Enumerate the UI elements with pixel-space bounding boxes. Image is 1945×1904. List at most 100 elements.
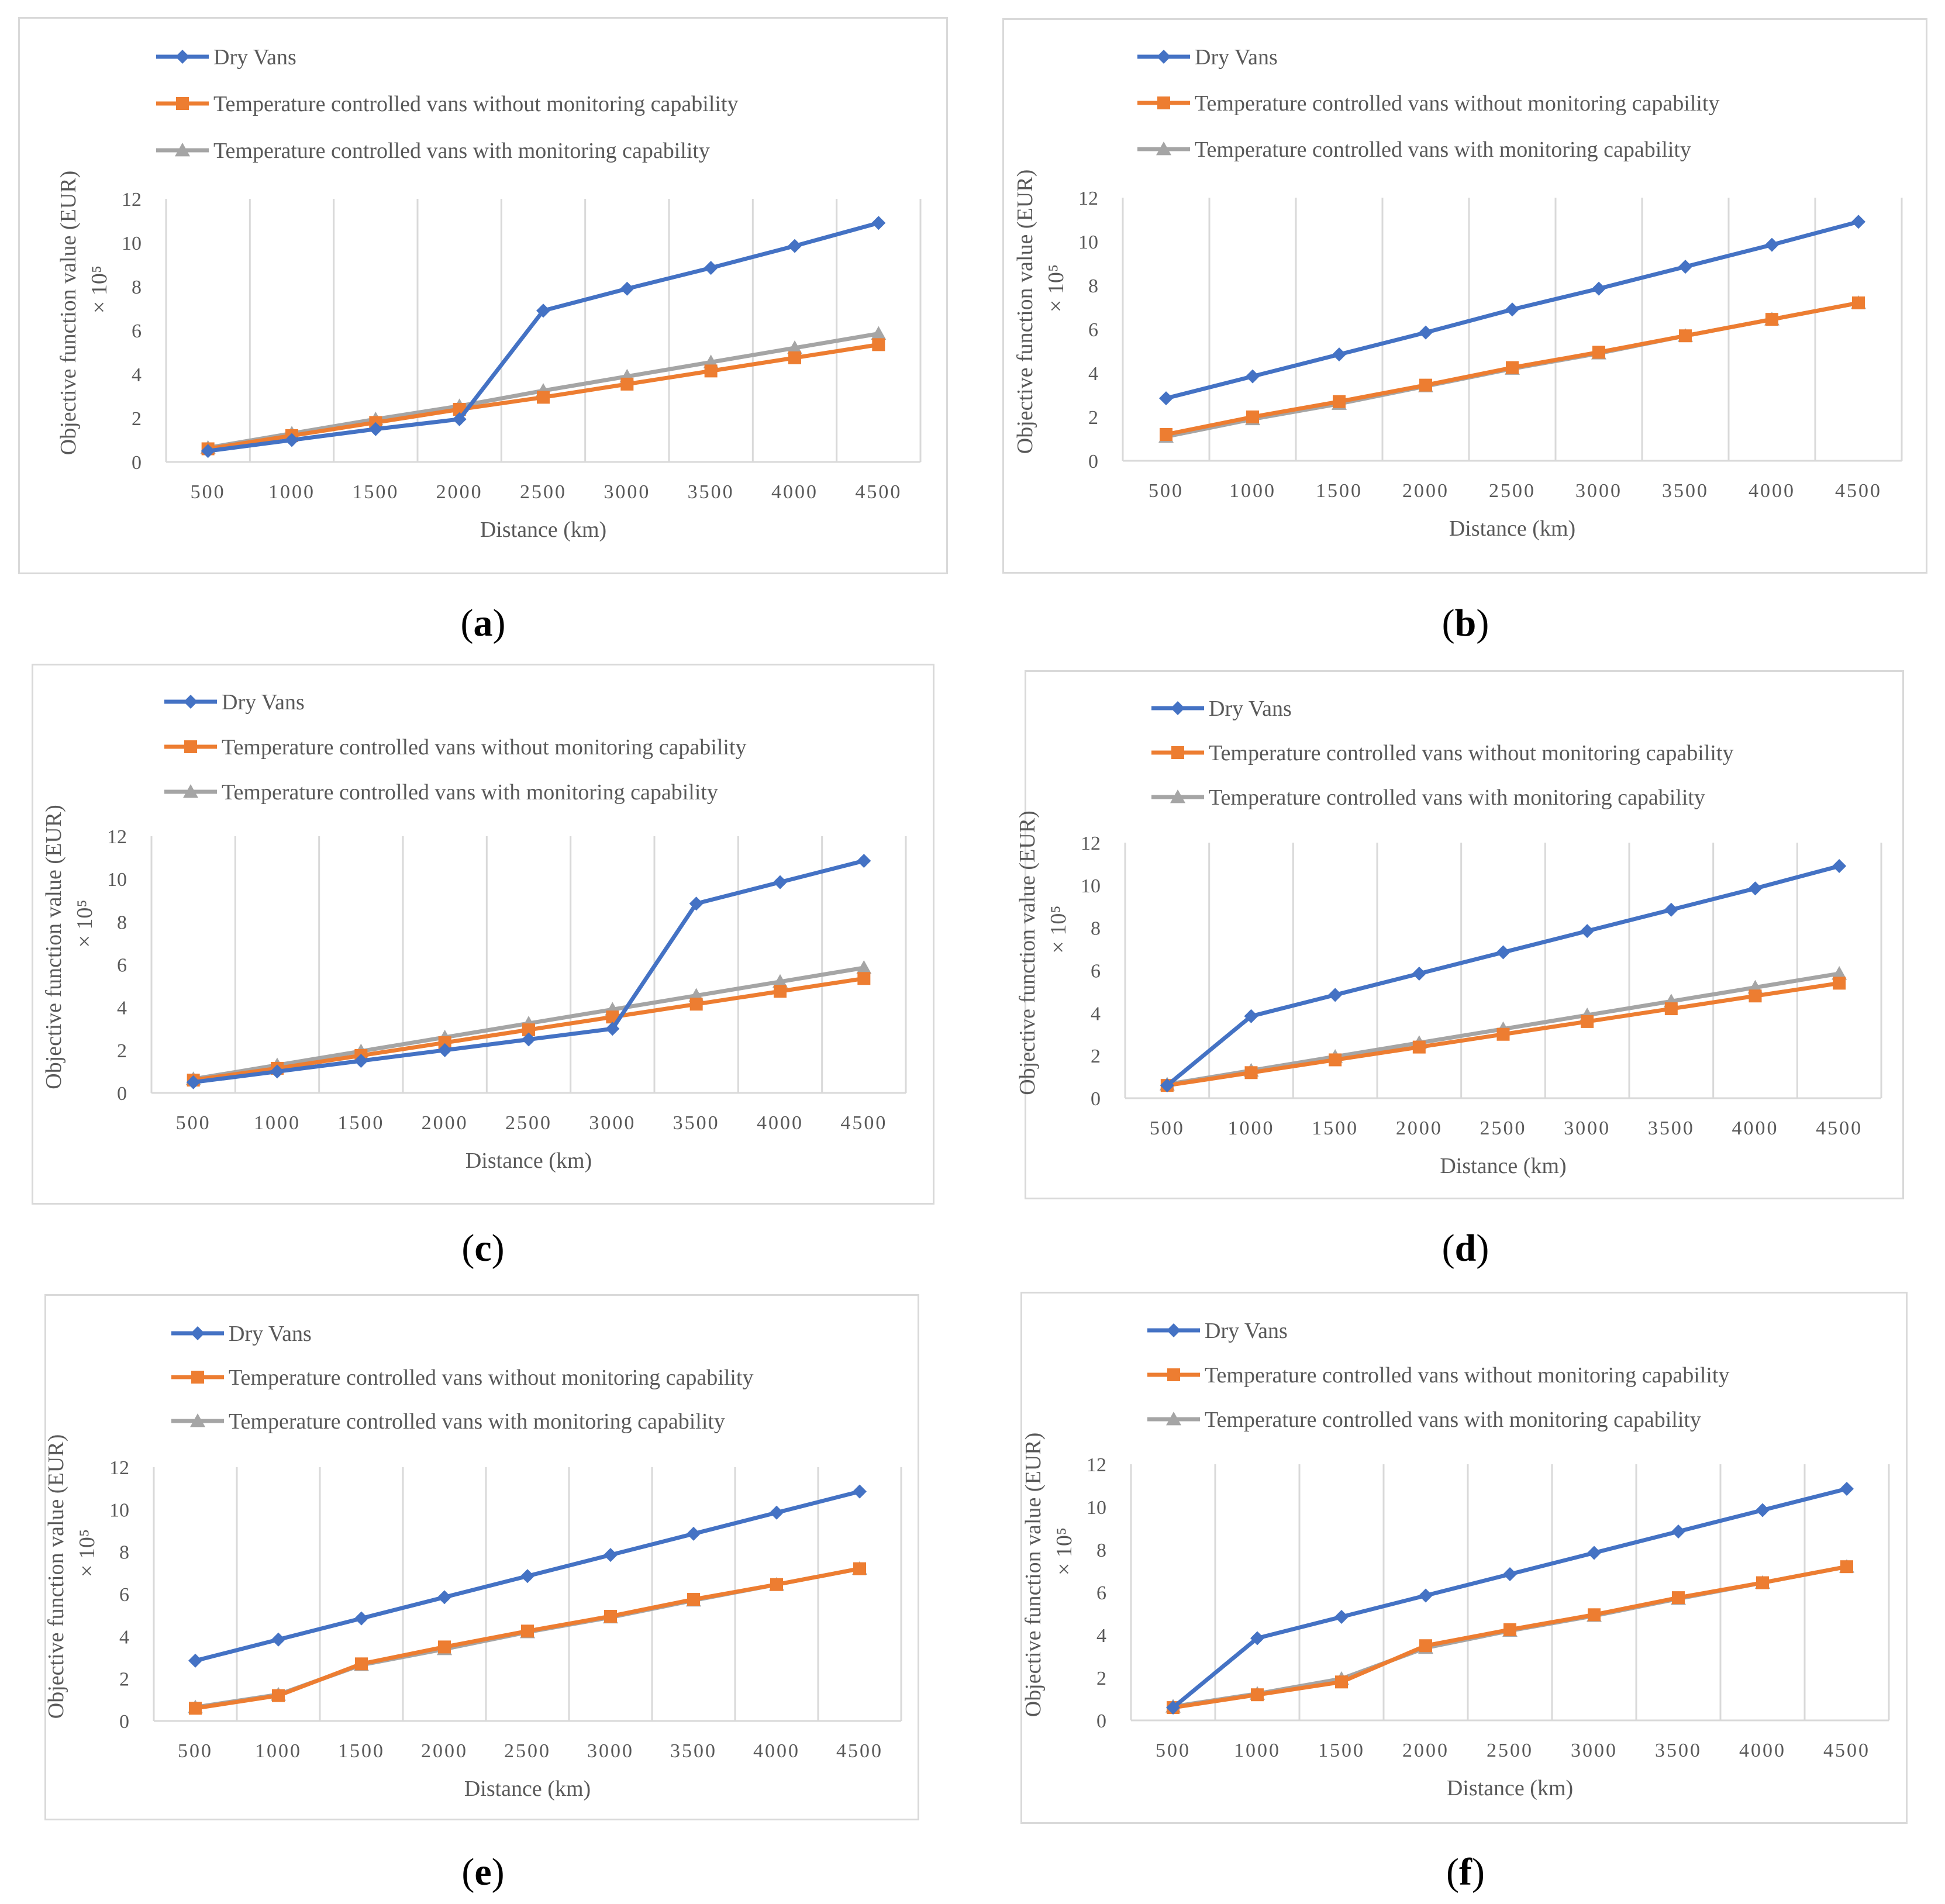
x-tick-label: 3000 — [589, 1112, 636, 1134]
series-dry-vans — [1166, 1481, 1854, 1715]
data-point-dry-vans — [871, 216, 886, 230]
series-tc-without-monitoring — [1160, 977, 1846, 1092]
data-point-tc-without-monitoring — [606, 1010, 619, 1024]
legend-label: Temperature controlled vans without moni… — [1195, 91, 1720, 116]
x-tick-labels: 500 1000 1500 2000 2500 3000 3500 4000 4500 — [178, 1740, 881, 1762]
legend-label: Dry Vans — [229, 1322, 312, 1346]
series-line-dry-vans — [193, 858, 865, 1085]
x-tick-label: 4500 — [855, 481, 902, 503]
x-tick-label: 3500 — [670, 1740, 717, 1762]
x-tick-label: 1500 — [352, 481, 399, 503]
legend-entry-tc-without-monitoring: Temperature controlled vans without moni… — [164, 735, 747, 760]
data-point-dry-vans — [1851, 215, 1865, 229]
x-tick-label: 4500 — [840, 1112, 887, 1134]
data-point-dry-vans — [354, 1054, 368, 1068]
legend-marker — [176, 97, 189, 110]
y-tick-label: 0 — [117, 1083, 127, 1105]
data-point-dry-vans — [687, 1526, 701, 1541]
x-tick-label: 1000 — [254, 1112, 301, 1134]
y-tick-labels: 0 2 4 6 8 10 12 — [1078, 188, 1098, 472]
data-point-dry-vans — [1832, 859, 1847, 874]
chart-b: Dry Vans Temperature controlled vans with… — [1013, 45, 1903, 541]
data-point-dry-vans — [368, 422, 383, 436]
data-point-tc-without-monitoring — [1588, 1608, 1601, 1622]
data-point-dry-vans — [437, 1043, 452, 1057]
x-tick-label: 3000 — [1564, 1117, 1611, 1139]
y-tick-label: 10 — [1087, 1497, 1106, 1519]
legend-marker — [1156, 142, 1171, 156]
y-tick-label: 4 — [119, 1626, 129, 1648]
legend-marker — [191, 1326, 205, 1340]
data-point-tc-without-monitoring — [1335, 1675, 1348, 1689]
x-tick-label: 1000 — [1234, 1740, 1281, 1761]
x-axis-title: Distance (km) — [480, 518, 606, 542]
gridlines — [153, 1467, 902, 1721]
y-tick-label: 8 — [117, 912, 127, 933]
y-tick-label: 4 — [1091, 1003, 1101, 1025]
chart-panel-a: Dry Vans Temperature controlled vans with… — [18, 17, 948, 574]
y-tick-label: 8 — [119, 1542, 129, 1564]
data-point-tc-without-monitoring — [1581, 1015, 1594, 1028]
x-tick-label: 1500 — [1318, 1740, 1365, 1761]
legend-label: Temperature controlled vans without moni… — [213, 92, 739, 116]
x-tick-labels: 500 1000 1500 2000 2500 3000 3500 4000 4500 — [176, 1112, 887, 1134]
data-point-dry-vans — [201, 444, 215, 458]
x-tick-label: 2000 — [436, 481, 483, 503]
caption-a: (a) — [460, 602, 506, 644]
y-tick-label: 4 — [117, 998, 127, 1019]
y-tick-labels: 0 2 4 6 8 10 12 — [109, 1457, 129, 1733]
x-tick-label: 500 — [176, 1112, 211, 1134]
legend-entry-tc-with-monitoring: Temperature controlled vans with monitor… — [1151, 785, 1705, 810]
data-point-dry-vans — [1159, 391, 1173, 406]
caption-f: (f) — [1446, 1851, 1485, 1893]
y-tick-label: 6 — [1088, 319, 1098, 341]
x-tick-label: 3000 — [1575, 480, 1622, 502]
data-point-tc-without-monitoring — [1503, 1623, 1516, 1636]
y-tick-label: 0 — [119, 1711, 129, 1733]
y-tick-label: 0 — [1088, 451, 1098, 472]
data-point-dry-vans — [522, 1032, 536, 1047]
legend-entry-tc-without-monitoring: Temperature controlled vans without moni… — [1151, 741, 1734, 765]
legend-marker — [183, 784, 198, 798]
series-dry-vans — [201, 216, 886, 458]
data-point-tc-without-monitoring — [1333, 395, 1346, 408]
y-axis-unit: × 10⁵ — [87, 265, 112, 313]
legend-label: Temperature controlled vans with monitor… — [1205, 1408, 1701, 1432]
data-point-tc-with-monitoring — [773, 974, 788, 988]
data-point-tc-without-monitoring — [1506, 361, 1519, 374]
y-tick-labels: 0 2 4 6 8 10 12 — [107, 826, 127, 1105]
chart-panel-b: Dry Vans Temperature controlled vans with… — [1002, 18, 1927, 574]
data-point-tc-without-monitoring — [1765, 313, 1778, 326]
series-dry-vans — [188, 1484, 867, 1668]
data-point-dry-vans — [1765, 237, 1779, 252]
data-point-dry-vans — [520, 1569, 534, 1584]
x-axis-title: Distance (km) — [464, 1777, 591, 1801]
legend-label: Temperature controlled vans without moni… — [222, 735, 747, 760]
x-tick-label: 500 — [1150, 1117, 1185, 1139]
x-tick-label: 3000 — [587, 1740, 634, 1762]
data-point-dry-vans — [788, 239, 802, 253]
data-point-tc-without-monitoring — [1756, 1576, 1769, 1589]
legend-label: Temperature controlled vans with monitor… — [213, 139, 710, 163]
x-tick-label: 3500 — [1648, 1117, 1695, 1139]
chart-panel-c: Dry Vans Temperature controlled vans with… — [32, 664, 934, 1205]
x-tick-label: 2500 — [1487, 1740, 1533, 1761]
x-tick-label: 2000 — [422, 1112, 468, 1134]
y-tick-label: 2 — [1088, 407, 1098, 429]
chart-panel-f: Dry Vans Temperature controlled vans with… — [1020, 1292, 1908, 1824]
data-point-tc-without-monitoring — [355, 1657, 368, 1671]
x-tick-label: 2500 — [505, 1112, 552, 1134]
legend-marker — [1171, 701, 1185, 715]
y-axis-unit: × 10⁵ — [1052, 1527, 1077, 1575]
data-point-dry-vans — [703, 261, 718, 275]
y-tick-label: 6 — [119, 1584, 129, 1606]
data-point-tc-without-monitoring — [438, 1640, 451, 1654]
x-tick-label: 2000 — [1396, 1117, 1443, 1139]
caption-c: (c) — [461, 1227, 505, 1270]
data-point-tc-without-monitoring — [521, 1624, 534, 1638]
legend-entry-tc-with-monitoring: Temperature controlled vans with monitor… — [1137, 137, 1691, 162]
y-tick-label: 2 — [119, 1669, 129, 1691]
legend-marker — [175, 50, 189, 64]
x-axis-title: Distance (km) — [1449, 516, 1575, 541]
data-point-dry-vans — [1840, 1481, 1854, 1496]
